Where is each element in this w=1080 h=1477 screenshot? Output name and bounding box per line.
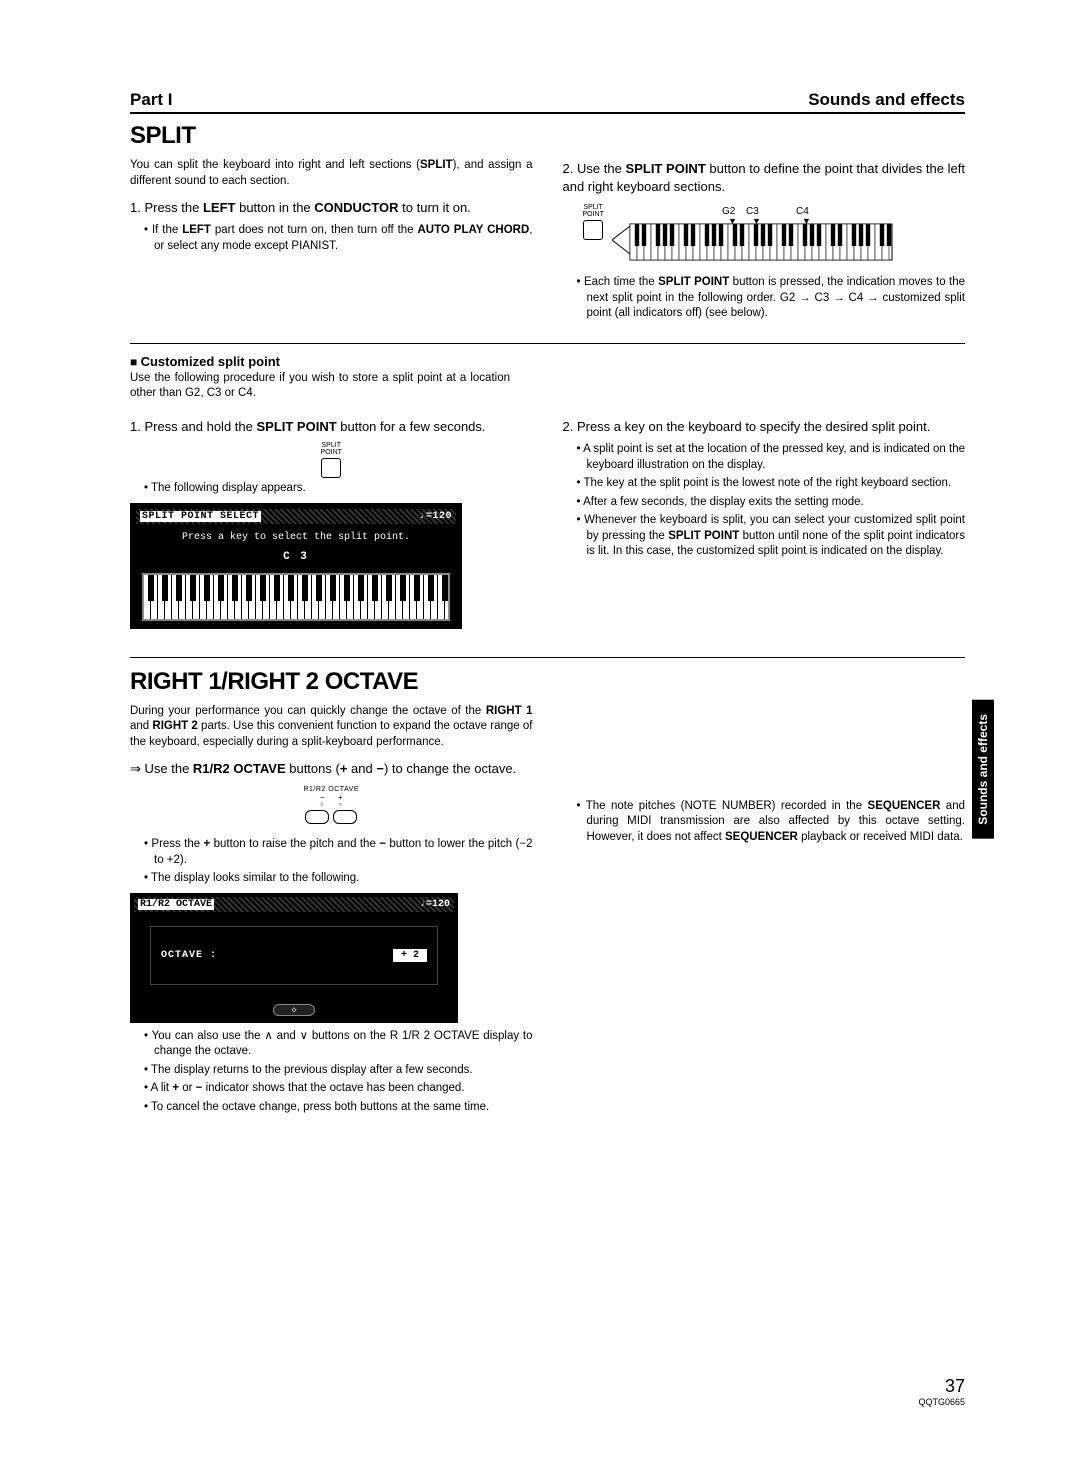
lcd-octave: R1/R2 OCTAVE ♩=120 OCTAVE : + 2 ◇ bbox=[130, 893, 458, 1023]
split-col-right: 2. Use the SPLIT POINT button to define … bbox=[563, 154, 966, 325]
octave-intro: During your performance you can quickly … bbox=[130, 704, 533, 751]
lcd2-tempo: ♩=120 bbox=[420, 899, 450, 910]
split-step1-bullet: If the LEFT part does not turn on, then … bbox=[144, 223, 533, 254]
octave-title: RIGHT 1/RIGHT 2 OCTAVE bbox=[130, 668, 965, 696]
page-number: 37 bbox=[945, 1376, 965, 1396]
header-section: Sounds and effects bbox=[808, 90, 965, 110]
bullet-item: Press the + button to raise the pitch an… bbox=[144, 837, 533, 868]
split-columns: You can split the keyboard into right an… bbox=[130, 154, 965, 325]
octave-left-bullets-2: You can also use the ∧ and ∨ buttons on … bbox=[130, 1029, 533, 1116]
bullet-item: After a few seconds, the display exits t… bbox=[577, 495, 966, 511]
lcd-val: C 3 bbox=[136, 545, 456, 569]
octave-minus-button-icon bbox=[305, 810, 329, 824]
split-step2-bullet: Each time the SPLIT POINT button is pres… bbox=[577, 275, 966, 322]
bullet-item: The display looks similar to the followi… bbox=[144, 871, 533, 887]
divider-1 bbox=[130, 343, 965, 344]
lcd-tempo: ♩=120 bbox=[419, 511, 452, 522]
octave-right-bullet: The note pitches (NOTE NUMBER) recorded … bbox=[577, 799, 966, 846]
bullet-item: The display returns to the previous disp… bbox=[144, 1063, 533, 1079]
split-step2: 2. Use the SPLIT POINT button to define … bbox=[563, 160, 966, 196]
doc-code: QQTG0665 bbox=[918, 1397, 965, 1407]
custom-intro: Use the following procedure if you wish … bbox=[130, 371, 510, 402]
custom-columns: 1. Press and hold the SPLIT POINT button… bbox=[130, 412, 965, 639]
lcd-msg: Press a key to select the split point. bbox=[136, 524, 456, 545]
split-title: SPLIT bbox=[130, 122, 965, 150]
lcd-split-select: SPLIT POINT SELECT ♩=120 Press a key to … bbox=[130, 503, 462, 629]
lcd2-bottom-icon: ◇ bbox=[273, 1004, 316, 1016]
custom-heading: Customized split point bbox=[130, 354, 965, 369]
side-tab: Sounds and effects bbox=[972, 700, 994, 839]
split-step1: 1. Press the LEFT button in the CONDUCTO… bbox=[130, 199, 533, 217]
custom-col-left: 1. Press and hold the SPLIT POINT button… bbox=[130, 412, 533, 639]
lcd2-bottom: ◇ bbox=[134, 999, 454, 1017]
custom-step2: 2. Press a key on the keyboard to specif… bbox=[563, 418, 966, 436]
lcd-title: SPLIT POINT SELECT bbox=[140, 511, 261, 522]
custom-col-right: 2. Press a key on the keyboard to specif… bbox=[563, 412, 966, 639]
octave-col-right: The note pitches (NOTE NUMBER) recorded … bbox=[563, 700, 966, 1119]
custom-right-bullets: A split point is set at the location of … bbox=[563, 442, 966, 560]
octave-signs: − + bbox=[130, 793, 533, 802]
page-header: Part I Sounds and effects bbox=[130, 90, 965, 114]
lcd2-body: OCTAVE : + 2 bbox=[150, 926, 438, 985]
bullet-item: Whenever the keyboard is split, you can … bbox=[577, 513, 966, 560]
bullet-item: A split point is set at the location of … bbox=[577, 442, 966, 473]
split-point-button-icon bbox=[583, 220, 603, 240]
lcd-keyboard-icon bbox=[142, 573, 450, 621]
keyboard-illustration: SPLIT POINT G2 C3 C4 ▼ ▼ ▼ bbox=[583, 204, 966, 267]
page-footer: 37 QQTG0665 bbox=[918, 1376, 965, 1407]
lcd2-title: R1/R2 OCTAVE bbox=[138, 899, 214, 910]
custom-step1: 1. Press and hold the SPLIT POINT button… bbox=[130, 418, 533, 436]
bullet-item: You can also use the ∧ and ∨ buttons on … bbox=[144, 1029, 533, 1060]
lcd2-label: OCTAVE : bbox=[161, 950, 217, 961]
octave-buttons-diagram: R1/R2 OCTAVE − + ○ ○ bbox=[130, 786, 533, 829]
bullet-item: A lit + or − indicator shows that the oc… bbox=[144, 1081, 533, 1097]
keyboard-svg: G2 C3 C4 ▼ ▼ ▼ bbox=[612, 204, 902, 267]
split-point-label: SPLIT POINT bbox=[583, 204, 604, 218]
octave-buttons-label: R1/R2 OCTAVE bbox=[130, 786, 533, 793]
octave-col-left: During your performance you can quickly … bbox=[130, 700, 533, 1119]
lcd-title-row: SPLIT POINT SELECT ♩=120 bbox=[136, 509, 456, 524]
octave-arrow-step: ⇒ Use the R1/R2 OCTAVE buttons (+ and −)… bbox=[130, 760, 533, 778]
divider-2 bbox=[130, 657, 965, 658]
split-intro: You can split the keyboard into right an… bbox=[130, 158, 533, 189]
custom-split-button-icon bbox=[321, 458, 341, 478]
octave-left-bullets-1: Press the + button to raise the pitch an… bbox=[130, 837, 533, 887]
lcd2-title-row: R1/R2 OCTAVE ♩=120 bbox=[134, 897, 454, 912]
octave-columns: During your performance you can quickly … bbox=[130, 700, 965, 1119]
bullet-item: To cancel the octave change, press both … bbox=[144, 1100, 533, 1116]
split-point-button-diagram: SPLIT POINT bbox=[583, 204, 604, 242]
octave-plus-button-icon bbox=[333, 810, 357, 824]
custom-split-label: SPLIT POINT bbox=[130, 442, 533, 456]
custom-split-button-diagram: SPLIT POINT bbox=[130, 442, 533, 478]
custom-following-display: The following display appears. bbox=[144, 481, 533, 497]
split-col-left: You can split the keyboard into right an… bbox=[130, 154, 533, 325]
bullet-item: The key at the split point is the lowest… bbox=[577, 476, 966, 492]
document-page: Part I Sounds and effects SPLIT You can … bbox=[0, 0, 1080, 1179]
lcd2-val: + 2 bbox=[393, 949, 427, 962]
header-part: Part I bbox=[130, 90, 173, 110]
